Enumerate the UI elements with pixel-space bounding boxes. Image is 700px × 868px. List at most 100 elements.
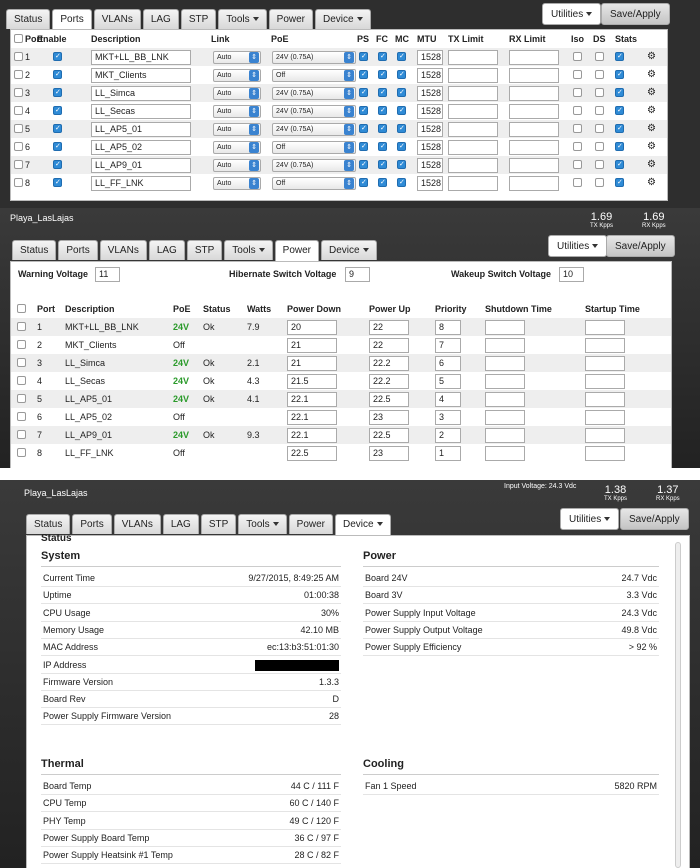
ds-checkbox[interactable]	[595, 70, 604, 79]
row-select-checkbox[interactable]	[14, 142, 23, 151]
shutdown-time-input[interactable]	[485, 428, 525, 443]
description-input[interactable]: LL_FF_LNK	[91, 176, 191, 191]
mtu-input[interactable]: 1528	[417, 140, 443, 155]
mtu-input[interactable]: 1528	[417, 68, 443, 83]
tab-lag[interactable]: LAG	[162, 514, 199, 534]
rx-limit-input[interactable]	[509, 104, 559, 119]
stats-checkbox[interactable]	[615, 124, 624, 133]
iso-checkbox[interactable]	[573, 70, 582, 79]
ds-checkbox[interactable]	[595, 142, 604, 151]
tab-ports[interactable]: Ports	[58, 240, 98, 260]
mc-checkbox[interactable]	[397, 88, 406, 97]
poe-select[interactable]: Off	[272, 69, 356, 82]
power-up-input[interactable]: 22.2	[369, 356, 409, 371]
ds-checkbox[interactable]	[595, 52, 604, 61]
tab-stp[interactable]: STP	[200, 514, 237, 534]
tab-device[interactable]: Device	[321, 240, 377, 260]
ps-checkbox[interactable]	[359, 160, 368, 169]
link-select[interactable]: Auto	[213, 69, 261, 82]
iso-checkbox[interactable]	[573, 106, 582, 115]
gear-icon[interactable]: ⚙	[647, 159, 656, 170]
power-down-input[interactable]: 21	[287, 338, 337, 353]
link-select[interactable]: Auto	[213, 87, 261, 100]
gear-icon[interactable]: ⚙	[647, 51, 656, 62]
save-apply-button[interactable]: Save/Apply	[601, 3, 670, 25]
mc-checkbox[interactable]	[397, 160, 406, 169]
fc-checkbox[interactable]	[378, 106, 387, 115]
link-select[interactable]: Auto	[213, 159, 261, 172]
stats-checkbox[interactable]	[615, 70, 624, 79]
link-select[interactable]: Auto	[213, 141, 261, 154]
description-input[interactable]: LL_AP5_02	[91, 140, 191, 155]
power-down-input[interactable]: 20	[287, 320, 337, 335]
shutdown-time-input[interactable]	[485, 374, 525, 389]
rx-limit-input[interactable]	[509, 176, 559, 191]
link-select[interactable]: Auto	[213, 105, 261, 118]
startup-time-input[interactable]	[585, 428, 625, 443]
row-select-checkbox[interactable]	[14, 88, 23, 97]
row-select-checkbox[interactable]	[17, 322, 26, 331]
priority-input[interactable]: 1	[435, 446, 461, 461]
tab-tools[interactable]: Tools	[238, 514, 287, 534]
tab-stp[interactable]: STP	[186, 240, 223, 260]
mc-checkbox[interactable]	[397, 70, 406, 79]
poe-select[interactable]: 24V (0.75A)	[272, 123, 356, 136]
stats-checkbox[interactable]	[615, 142, 624, 151]
shutdown-time-input[interactable]	[485, 338, 525, 353]
fc-checkbox[interactable]	[378, 88, 387, 97]
mtu-input[interactable]: 1528	[417, 158, 443, 173]
tab-lag[interactable]: LAG	[148, 240, 185, 260]
row-select-checkbox[interactable]	[14, 124, 23, 133]
priority-input[interactable]: 8	[435, 320, 461, 335]
utilities-button[interactable]: Utilities	[542, 3, 602, 25]
rx-limit-input[interactable]	[509, 86, 559, 101]
enable-checkbox[interactable]	[53, 160, 62, 169]
power-up-input[interactable]: 23	[369, 410, 409, 425]
gear-icon[interactable]: ⚙	[647, 123, 656, 134]
iso-checkbox[interactable]	[573, 142, 582, 151]
fc-checkbox[interactable]	[378, 124, 387, 133]
ps-checkbox[interactable]	[359, 52, 368, 61]
iso-checkbox[interactable]	[573, 178, 582, 187]
row-select-checkbox[interactable]	[14, 160, 23, 169]
rx-limit-input[interactable]	[509, 158, 559, 173]
priority-input[interactable]: 4	[435, 392, 461, 407]
rx-limit-input[interactable]	[509, 68, 559, 83]
power-down-input[interactable]: 22.5	[287, 446, 337, 461]
enable-checkbox[interactable]	[53, 124, 62, 133]
poe-select[interactable]: Off	[272, 141, 356, 154]
iso-checkbox[interactable]	[573, 124, 582, 133]
startup-time-input[interactable]	[585, 338, 625, 353]
wakeup-voltage-input[interactable]: 10	[559, 267, 584, 282]
ds-checkbox[interactable]	[595, 88, 604, 97]
tab-device[interactable]: Device	[315, 9, 371, 29]
poe-select[interactable]: Off	[272, 177, 356, 190]
description-input[interactable]: LL_AP9_01	[91, 158, 191, 173]
row-select-checkbox[interactable]	[17, 412, 26, 421]
tab-power[interactable]: Power	[274, 240, 320, 261]
link-select[interactable]: Auto	[213, 177, 261, 190]
description-input[interactable]: MKT+LL_BB_LNK	[91, 50, 191, 65]
tab-vlans[interactable]: VLANs	[93, 9, 141, 29]
mc-checkbox[interactable]	[397, 178, 406, 187]
shutdown-time-input[interactable]	[485, 410, 525, 425]
ds-checkbox[interactable]	[595, 178, 604, 187]
mtu-input[interactable]: 1528	[417, 86, 443, 101]
enable-checkbox[interactable]	[53, 178, 62, 187]
rx-limit-input[interactable]	[509, 140, 559, 155]
row-select-checkbox[interactable]	[17, 430, 26, 439]
shutdown-time-input[interactable]	[485, 356, 525, 371]
tab-ports[interactable]: Ports	[52, 9, 92, 30]
warning-voltage-input[interactable]: 11	[95, 267, 120, 282]
tx-limit-input[interactable]	[448, 122, 498, 137]
tab-lag[interactable]: LAG	[142, 9, 179, 29]
power-down-input[interactable]: 21	[287, 356, 337, 371]
tab-device[interactable]: Device	[335, 514, 391, 535]
link-select[interactable]: Auto	[213, 123, 261, 136]
fc-checkbox[interactable]	[378, 142, 387, 151]
rx-limit-input[interactable]	[509, 50, 559, 65]
mtu-input[interactable]: 1528	[417, 50, 443, 65]
power-down-input[interactable]: 21.5	[287, 374, 337, 389]
power-up-input[interactable]: 22	[369, 320, 409, 335]
mtu-input[interactable]: 1528	[417, 176, 443, 191]
